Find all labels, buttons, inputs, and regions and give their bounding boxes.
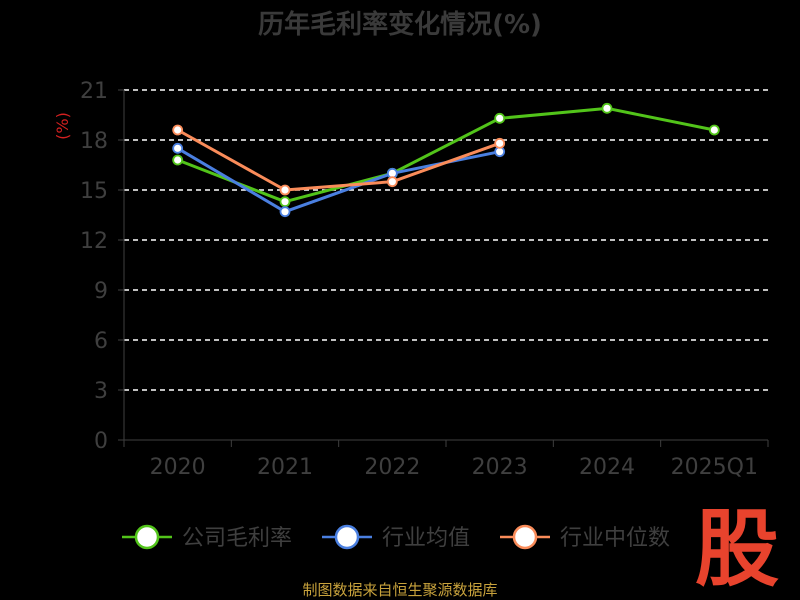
x-tick-label: 2023 xyxy=(472,455,528,480)
x-tick-label: 2022 xyxy=(364,455,420,480)
data-point[interactable] xyxy=(494,137,506,149)
y-tick-label: 0 xyxy=(94,429,108,454)
y-tick-label: 12 xyxy=(80,229,108,254)
chart-title: 历年毛利率变化情况(%) xyxy=(258,9,542,40)
data-point[interactable] xyxy=(279,184,291,196)
legend-item[interactable]: 行业中位数 xyxy=(500,524,670,551)
series-line xyxy=(176,128,501,192)
legend-item[interactable]: 公司毛利率 xyxy=(122,524,292,551)
x-tick-label: 2024 xyxy=(579,455,635,480)
series-3 xyxy=(172,124,506,196)
y-tick-label: 15 xyxy=(80,179,108,204)
data-point[interactable] xyxy=(279,196,291,208)
data-point[interactable] xyxy=(708,124,720,136)
legend-marker xyxy=(512,524,538,550)
data-point[interactable] xyxy=(172,142,184,154)
x-tick-label: 2025Q1 xyxy=(671,455,758,480)
legend-marker xyxy=(134,524,160,550)
y-ticks: 0 3 6 9 12 15 18 21 xyxy=(80,79,124,454)
data-point[interactable] xyxy=(386,176,398,188)
y-tick-label: 18 xyxy=(80,129,108,154)
legend-label: 公司毛利率 xyxy=(182,526,292,551)
source-note: 制图数据来自恒生聚源数据库 xyxy=(302,581,497,599)
data-point[interactable] xyxy=(494,112,506,124)
data-point[interactable] xyxy=(172,124,184,136)
x-ticks: 2020 2021 2022 2023 2024 2025Q1 xyxy=(123,440,769,480)
legend-label: 行业中位数 xyxy=(560,526,670,551)
x-tick-label: 2021 xyxy=(257,455,313,480)
grid-lines xyxy=(124,89,768,391)
series-line xyxy=(177,106,715,204)
y-axis-label: (%) xyxy=(53,112,72,140)
legend[interactable]: 公司毛利率 行业均值 行业中位数 xyxy=(122,524,670,551)
y-tick-label: 21 xyxy=(80,79,108,104)
series-group xyxy=(172,102,720,218)
legend-marker xyxy=(334,524,360,550)
y-tick-label: 6 xyxy=(94,329,108,354)
data-point[interactable] xyxy=(279,206,291,218)
x-tick-label: 2020 xyxy=(150,455,206,480)
legend-item[interactable]: 行业均值 xyxy=(322,524,470,551)
legend-label: 行业均值 xyxy=(382,526,470,551)
axes xyxy=(123,90,768,441)
data-point[interactable] xyxy=(172,154,184,166)
y-tick-label: 9 xyxy=(94,279,108,304)
series-1 xyxy=(172,102,720,208)
y-tick-label: 3 xyxy=(94,379,108,404)
data-point[interactable] xyxy=(601,102,613,114)
brand-logo: 股 xyxy=(695,500,779,598)
